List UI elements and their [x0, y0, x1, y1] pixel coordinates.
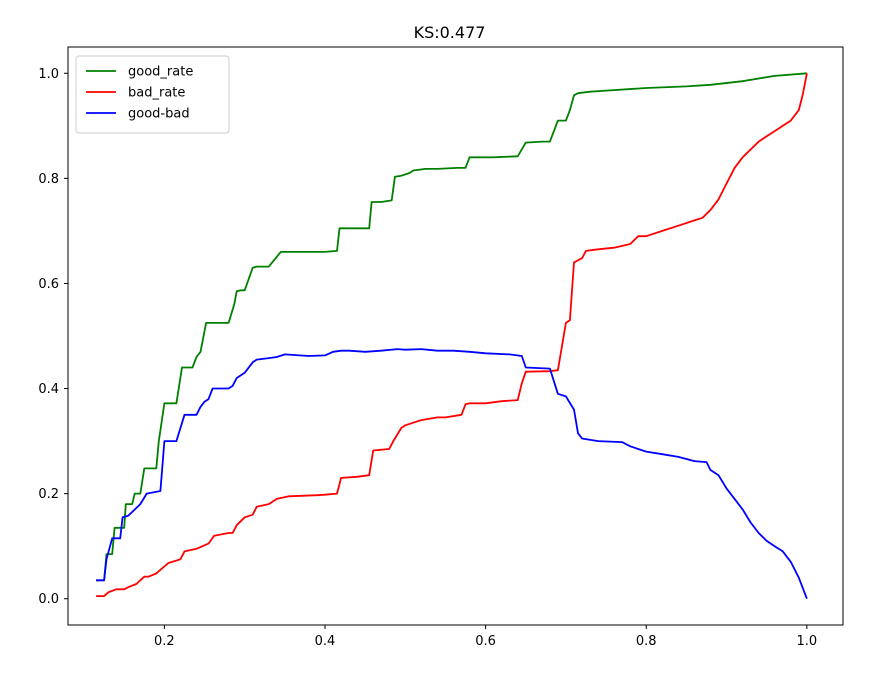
- x-tick-label: 0.8: [636, 634, 657, 649]
- chart-title: KS:0.477: [414, 23, 486, 42]
- legend-label: bad_rate: [128, 86, 185, 101]
- series-line-good-rate: [96, 72, 807, 582]
- series-line-good-bad: [96, 348, 808, 600]
- plot-area: [67, 46, 844, 626]
- y-tick-label: 0.8: [38, 172, 59, 187]
- x-tick-label: 0.6: [475, 634, 496, 649]
- y-tick-label: 0.6: [38, 277, 59, 292]
- y-axis: 0.0 0.2 0.4 0.6 0.8 1.0: [38, 67, 68, 607]
- y-tick-label: 1.0: [38, 67, 59, 82]
- legend-label: good-bad: [128, 107, 190, 122]
- x-tick-label: 1.0: [797, 634, 818, 649]
- legend-label: good_rate: [128, 65, 193, 80]
- x-tick-label: 0.2: [154, 634, 175, 649]
- y-tick-label: 0.4: [38, 382, 59, 397]
- series-line-bad-rate: [96, 73, 808, 597]
- x-tick-label: 0.4: [315, 634, 336, 649]
- y-tick-label: 0.2: [38, 487, 59, 502]
- y-tick-label: 0.0: [38, 592, 59, 607]
- series-lines: [96, 72, 808, 600]
- x-axis: 0.2 0.4 0.6 0.8 1.0: [154, 625, 817, 649]
- legend: good_rate bad_rate good-bad: [75, 55, 230, 134]
